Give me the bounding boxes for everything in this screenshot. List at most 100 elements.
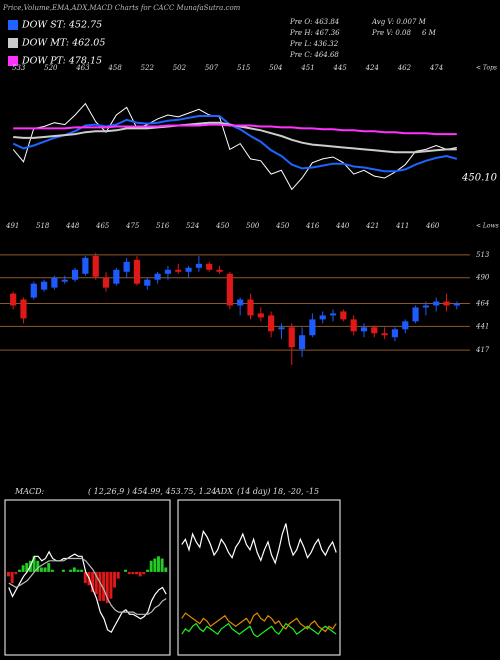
histogram-bar [160,558,164,572]
candle-body [216,269,223,272]
candle-body [144,279,151,286]
histogram-bar [36,560,40,572]
candle-body [247,299,254,316]
candle-body [412,307,419,322]
info-text: Pre O: 463.84 [289,18,339,26]
histogram-bar [146,569,149,572]
histogram-bar [105,571,109,604]
price-line [12,102,457,191]
macd-title: MACD: [14,487,45,496]
info-text: Pre H: 467.36 [289,29,340,37]
top-label: 451 [300,64,314,72]
series-line [12,115,458,173]
top-label: 474 [429,64,443,72]
low-label: 465 [95,222,110,230]
info-text: Avg V: 0.007 M [371,18,427,26]
histogram-bar [142,571,146,575]
low-label: 421 [365,222,379,230]
macd-subtitle: ( 12,26,9 ) 454.99, 453.75, 1.24 [88,487,216,496]
low-label: 448 [65,222,80,230]
top-label: 522 [141,64,155,72]
histogram-bar [7,571,10,577]
candle-body [71,269,79,280]
candle-body [92,255,99,277]
macd-frame [4,499,171,656]
candle-body [309,319,316,336]
series-line [13,123,457,136]
y-tick-label: 490 [475,274,490,282]
low-label: 500 [246,222,260,230]
candle-body [133,259,141,284]
info-text: 6 M [422,29,437,37]
info-text: Pre C: 464.68 [289,51,339,59]
histogram-bar [21,565,25,572]
candle-body [381,333,388,336]
candle-body [298,335,306,350]
low-label: 450 [275,222,290,230]
histogram-bar [61,569,65,572]
top-label: 463 [75,64,90,72]
histogram-bar [14,571,18,575]
histogram-bar [153,558,157,572]
low-label: 516 [156,222,170,230]
histogram-bar [131,571,135,575]
candle-body [51,277,58,288]
y-tick-label: 513 [476,251,490,259]
low-label: 450 [215,222,230,230]
candle-body [329,313,337,316]
histogram-bar [113,571,117,588]
y-tick-label: 417 [475,346,490,354]
series-line [181,523,337,565]
histogram-bar [32,556,36,572]
histogram-bar [17,569,21,572]
top-label: 504 [269,64,282,72]
histogram-bar [72,567,76,572]
histogram-bar [127,571,131,575]
top-label: 502 [173,64,187,72]
candle-body [237,299,244,306]
candle-body [453,303,460,306]
y-tick-label: 441 [475,322,489,330]
macd-line [8,557,167,615]
adx-title: ADX [214,487,233,496]
candle-body [340,311,347,320]
legend-swatch [8,38,18,48]
page-title: Price,Volume,EMA,ADX,MACD Charts for CAC… [2,4,241,12]
candle-body [30,283,37,298]
candle-body [154,273,161,280]
candle-body [61,279,68,282]
candle-body [164,269,172,274]
low-label: 524 [186,222,199,230]
candle-body [443,301,450,306]
candle-body [360,327,368,332]
histogram-bar [83,571,87,584]
candle-body [402,321,409,330]
candle-body [371,327,378,334]
low-label: 475 [125,222,140,230]
macd-line [8,550,167,634]
candle-body [123,261,130,272]
low-label: 411 [395,222,409,230]
series-line [181,612,337,633]
histogram-bar [124,569,128,572]
top-label: 507 [205,64,219,72]
info-text: Pre L: 436.32 [289,40,339,48]
candle-body [175,269,182,272]
candle-body [41,281,48,290]
histogram-bar [69,569,73,572]
candle-body [20,299,27,319]
histogram-bar [102,571,106,601]
top-label: 520 [44,64,58,72]
top-label: 458 [107,64,122,72]
legend-label: DOW MT: 462.05 [21,38,105,49]
top-label: 462 [397,64,412,72]
histogram-bar [116,571,120,579]
info-text: Pre V: 0.08 [371,29,411,37]
low-label: 440 [335,222,350,230]
histogram-bar [39,567,43,572]
histogram-bar [50,569,54,572]
low-label: 491 [5,222,19,230]
candle-body [206,263,213,270]
series-line [181,622,337,638]
candle-body [268,315,275,332]
